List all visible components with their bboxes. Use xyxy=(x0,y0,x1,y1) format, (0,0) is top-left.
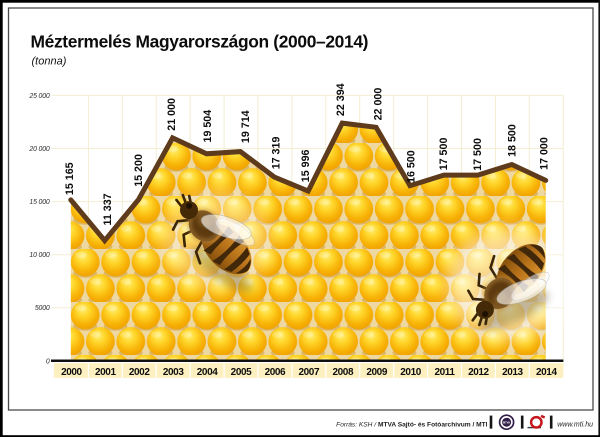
svg-text:2006: 2006 xyxy=(265,367,286,378)
svg-text:17 319: 17 319 xyxy=(271,137,283,170)
svg-text:10 000: 10 000 xyxy=(29,252,49,259)
svg-text:19 504: 19 504 xyxy=(202,110,214,143)
svg-text:Forrás: KSH / MTVA Sajtó- és F: Forrás: KSH / MTVA Sajtó- és Fotóarchivu… xyxy=(336,421,487,428)
svg-text:2000: 2000 xyxy=(61,367,82,378)
svg-text:20 000: 20 000 xyxy=(28,146,49,153)
svg-text:22 394: 22 394 xyxy=(335,83,347,116)
svg-text:2008: 2008 xyxy=(332,367,353,378)
svg-text:15 996: 15 996 xyxy=(300,149,312,182)
svg-text:15 200: 15 200 xyxy=(133,154,145,187)
svg-text:2012: 2012 xyxy=(468,367,489,378)
svg-text:15 000: 15 000 xyxy=(29,199,49,206)
svg-text:16 500: 16 500 xyxy=(405,150,417,183)
svg-text:2007: 2007 xyxy=(298,367,319,378)
svg-text:2003: 2003 xyxy=(163,367,184,378)
svg-text:25 000: 25 000 xyxy=(28,93,49,100)
svg-text:2004: 2004 xyxy=(197,367,218,378)
svg-text:2013: 2013 xyxy=(502,367,523,378)
svg-text:(tonna): (tonna) xyxy=(32,56,67,68)
svg-text:2011: 2011 xyxy=(434,367,455,378)
svg-text:2001: 2001 xyxy=(95,367,116,378)
svg-text:18 500: 18 500 xyxy=(506,124,518,157)
svg-text:17 500: 17 500 xyxy=(438,138,450,171)
svg-text:15 165: 15 165 xyxy=(64,162,76,195)
svg-text:2005: 2005 xyxy=(231,367,252,378)
svg-text:www.mti.hu: www.mti.hu xyxy=(557,421,593,428)
svg-text:21 000: 21 000 xyxy=(166,98,178,131)
svg-text:0: 0 xyxy=(46,358,50,365)
svg-text:Méztermelés Magyarországon (20: Méztermelés Magyarországon (2000–2014) xyxy=(31,32,369,52)
svg-text:17 500: 17 500 xyxy=(472,138,484,171)
svg-text:2010: 2010 xyxy=(400,367,421,378)
svg-text:22 000: 22 000 xyxy=(372,88,384,121)
svg-text:MTVA: MTVA xyxy=(503,420,510,424)
svg-text:2002: 2002 xyxy=(129,367,150,378)
svg-text:19 714: 19 714 xyxy=(240,110,252,143)
svg-text:2014: 2014 xyxy=(536,367,557,378)
svg-text:5000: 5000 xyxy=(35,305,50,312)
svg-text:17 000: 17 000 xyxy=(538,137,550,170)
svg-text:11 337: 11 337 xyxy=(102,193,114,225)
svg-text:2009: 2009 xyxy=(366,367,387,378)
